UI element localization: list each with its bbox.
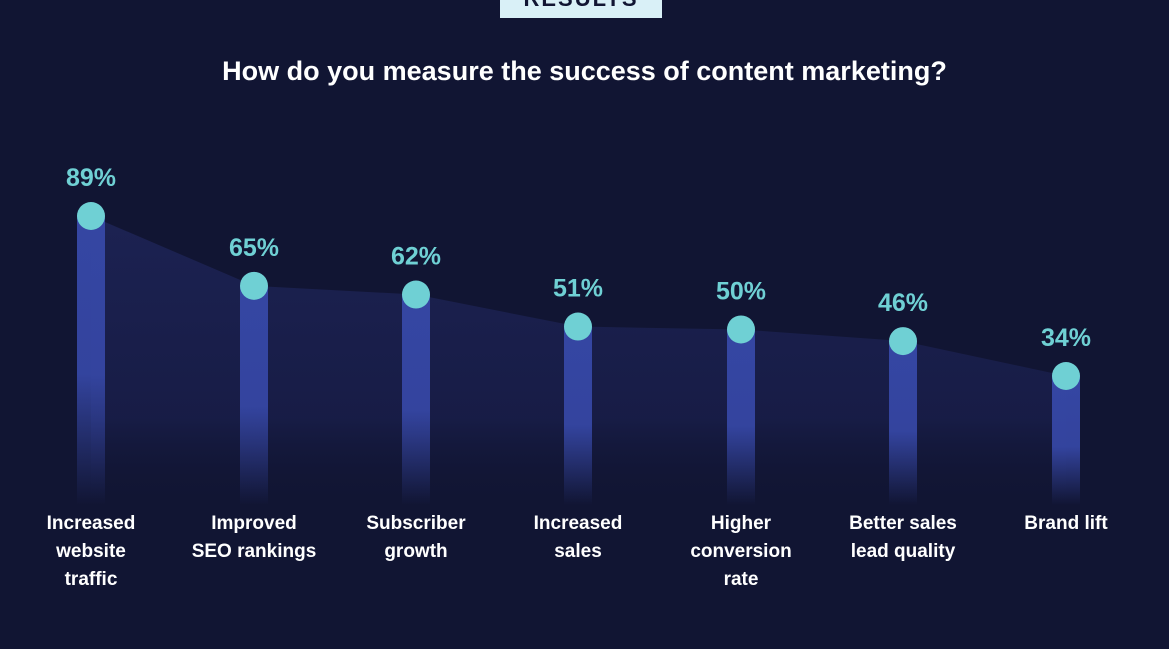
category-label-line: Increased bbox=[46, 513, 136, 534]
data-point-5 bbox=[727, 315, 755, 344]
category-label-6: Better sales lead quality bbox=[828, 510, 978, 566]
category-label-line: Improved bbox=[211, 513, 297, 534]
category-label-line: rate bbox=[723, 569, 759, 590]
data-point-1 bbox=[77, 202, 105, 230]
bar-2 bbox=[240, 285, 268, 505]
bar-5 bbox=[727, 329, 755, 505]
data-point-6 bbox=[889, 327, 917, 356]
value-label-2: 65% bbox=[229, 234, 279, 262]
data-point-2 bbox=[240, 271, 268, 300]
bar-1 bbox=[77, 216, 105, 505]
bar-7 bbox=[1052, 376, 1080, 505]
category-label-3: Subscriber growth bbox=[341, 510, 491, 566]
category-label-line: Higher bbox=[710, 513, 772, 534]
value-label-3: 62% bbox=[391, 243, 441, 271]
category-label-line: Increased bbox=[533, 513, 623, 534]
results-badge: RESULTS bbox=[500, 0, 662, 18]
data-point-7 bbox=[1052, 362, 1080, 390]
category-label-line: conversion bbox=[690, 541, 792, 562]
data-point-3 bbox=[402, 280, 430, 309]
category-label-line: Better sales bbox=[849, 513, 957, 534]
value-label-6: 46% bbox=[878, 289, 928, 317]
category-label-4: Increased sales bbox=[503, 510, 653, 566]
category-label-line: SEO rankings bbox=[191, 541, 317, 562]
category-label-2: Improved SEO rankings bbox=[179, 510, 329, 566]
data-point-4 bbox=[564, 312, 592, 341]
category-label-line: sales bbox=[554, 541, 602, 562]
value-label-4: 51% bbox=[553, 275, 603, 303]
value-label-5: 50% bbox=[716, 277, 766, 305]
value-label-1: 89% bbox=[66, 164, 116, 192]
category-label-line: website bbox=[56, 541, 126, 562]
category-label-1: Increased website traffic bbox=[16, 510, 166, 594]
category-label-line: Brand lift bbox=[1024, 513, 1108, 534]
category-label-line: traffic bbox=[64, 569, 118, 590]
category-label-line: lead quality bbox=[850, 541, 956, 562]
chart-title: How do you measure the success of conten… bbox=[222, 56, 947, 86]
value-label-7: 34% bbox=[1041, 324, 1091, 352]
category-label-line: Subscriber bbox=[366, 513, 466, 534]
bar-3 bbox=[402, 294, 430, 505]
category-label-5: Higher conversion rate bbox=[666, 510, 816, 594]
category-label-7: Brand lift bbox=[991, 510, 1141, 538]
category-label-line: growth bbox=[384, 541, 448, 562]
bar-6 bbox=[889, 341, 917, 505]
bar-4 bbox=[564, 326, 592, 505]
results-badge-text: RESULTS bbox=[523, 0, 638, 12]
